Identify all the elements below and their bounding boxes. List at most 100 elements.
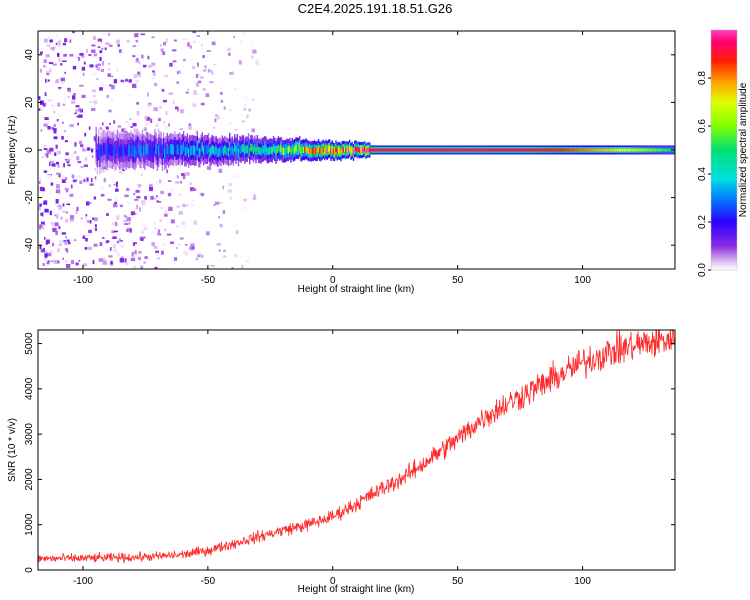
noise-cell xyxy=(252,197,257,200)
noise-cell xyxy=(116,240,120,244)
noise-cell xyxy=(76,206,79,212)
signal-cell xyxy=(246,145,248,154)
signal-cell xyxy=(602,148,604,152)
noise-cell xyxy=(97,41,101,45)
noise-cell xyxy=(52,47,55,51)
signal-cell xyxy=(147,144,150,156)
signal-cell xyxy=(261,146,263,154)
noise-cell xyxy=(110,260,113,265)
signal-cell xyxy=(475,148,477,152)
signal-cell xyxy=(565,148,567,152)
signal-cell xyxy=(280,144,282,152)
signal-cell xyxy=(451,148,453,152)
noise-cell xyxy=(97,46,101,49)
noise-cell xyxy=(75,210,78,214)
noise-cell xyxy=(124,194,129,198)
noise-cell xyxy=(126,217,131,221)
signal-cell xyxy=(586,148,588,152)
signal-cell xyxy=(169,144,171,155)
noise-cell xyxy=(174,39,177,42)
signal-cell xyxy=(518,148,521,152)
x-tick-label: -100 xyxy=(73,275,93,286)
noise-cell xyxy=(152,70,155,73)
noise-cell xyxy=(91,49,96,53)
noise-cell xyxy=(118,171,122,174)
noise-cell xyxy=(223,249,226,252)
noise-cell xyxy=(125,78,128,82)
signal-cell xyxy=(152,147,155,158)
signal-cell xyxy=(538,148,541,152)
noise-cell xyxy=(41,212,44,217)
noise-cell xyxy=(147,104,152,107)
signal-cell xyxy=(435,148,437,152)
signal-cell xyxy=(572,148,574,152)
x-tick-label: 100 xyxy=(574,576,591,587)
noise-cell xyxy=(42,226,45,230)
noise-cell xyxy=(176,71,179,75)
noise-cell xyxy=(172,60,177,63)
signal-cell xyxy=(517,148,519,152)
noise-cell xyxy=(47,99,52,102)
signal-cell xyxy=(190,145,192,156)
signal-cell xyxy=(561,148,563,152)
noise-cell xyxy=(126,40,131,43)
signal-cell xyxy=(404,148,406,152)
noise-cell xyxy=(86,201,90,206)
noise-cell xyxy=(147,106,150,110)
noise-cell xyxy=(42,202,46,205)
signal-cell xyxy=(191,145,193,155)
noise-cell xyxy=(189,181,193,185)
noise-cell xyxy=(241,133,243,135)
signal-cell xyxy=(647,148,649,152)
noise-cell xyxy=(220,86,223,89)
noise-cell xyxy=(124,255,129,259)
signal-cell xyxy=(432,148,435,152)
noise-cell xyxy=(173,257,178,261)
noise-cell xyxy=(73,93,76,96)
noise-cell xyxy=(125,117,130,122)
signal-cell xyxy=(125,146,127,158)
signal-cell xyxy=(601,148,603,152)
signal-cell xyxy=(134,147,136,159)
signal-cell xyxy=(527,148,529,152)
noise-cell xyxy=(80,144,84,148)
noise-cell xyxy=(144,80,147,83)
noise-cell xyxy=(53,136,58,140)
noise-cell xyxy=(59,240,64,244)
noise-cell xyxy=(128,221,131,225)
signal-cell xyxy=(621,148,623,152)
noise-cell xyxy=(119,204,123,208)
noise-cell xyxy=(185,172,190,176)
signal-cell xyxy=(394,148,396,152)
signal-cell xyxy=(508,148,511,152)
signal-cell xyxy=(365,148,367,154)
signal-cell xyxy=(587,148,589,152)
noise-cell xyxy=(86,177,89,182)
signal-cell xyxy=(607,148,609,152)
signal-cell xyxy=(302,146,305,153)
signal-cell xyxy=(466,148,468,152)
signal-cell xyxy=(472,148,475,152)
noise-cell xyxy=(139,242,142,247)
noise-cell xyxy=(108,33,111,36)
noise-cell xyxy=(43,248,45,253)
signal-cell xyxy=(652,148,654,152)
noise-cell xyxy=(96,63,101,66)
noise-cell xyxy=(196,35,201,37)
signal-cell xyxy=(442,148,445,152)
noise-cell xyxy=(77,108,82,112)
noise-cell xyxy=(80,193,83,196)
signal-cell xyxy=(528,148,531,152)
signal-cell xyxy=(541,148,543,152)
noise-cell xyxy=(198,74,200,76)
noise-cell xyxy=(84,157,88,161)
y-tick-label: 40 xyxy=(24,49,35,61)
signal-cell xyxy=(642,148,644,152)
noise-cell xyxy=(62,250,67,255)
signal-cell xyxy=(204,144,206,154)
signal-cell xyxy=(597,148,599,152)
noise-cell xyxy=(206,50,211,52)
noise-cell xyxy=(133,253,137,258)
noise-cell xyxy=(106,126,109,130)
signal-cell xyxy=(573,148,576,152)
